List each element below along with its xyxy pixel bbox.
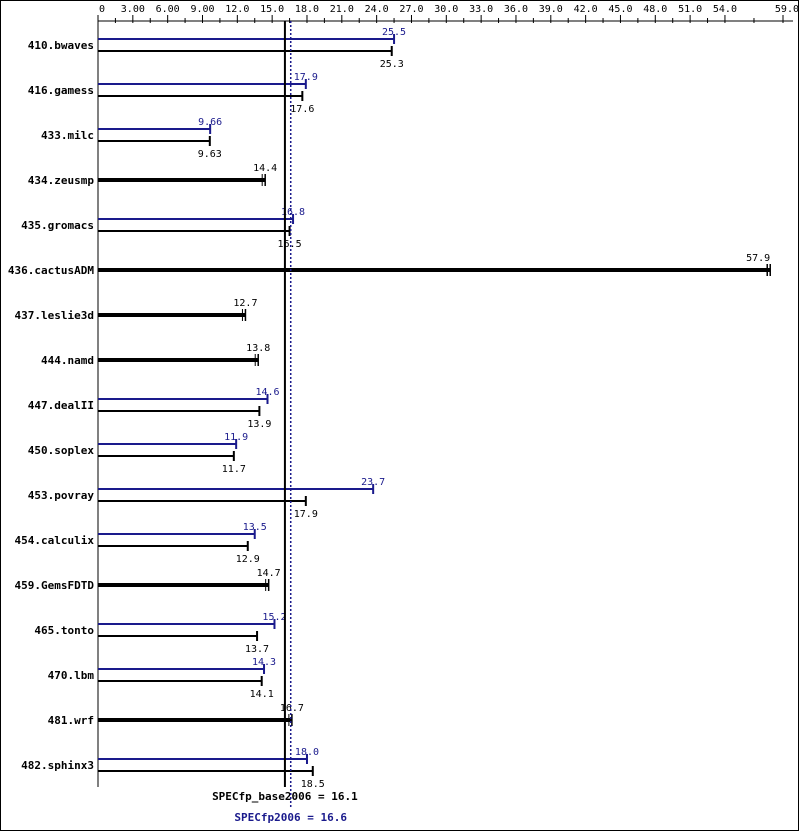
x-tick-label: 21.0: [330, 4, 354, 15]
benchmark-label: 470.lbm: [48, 669, 95, 682]
base-value-label: 25.3: [380, 59, 404, 70]
benchmark-row: 437.leslie3d 12.7: [15, 298, 258, 322]
x-tick-label: 30.0: [434, 4, 458, 15]
x-tick-label: 9.00: [190, 4, 214, 15]
value-label: 14.4: [253, 163, 277, 174]
benchmark-row: 453.povray 23.7 17.9: [28, 477, 385, 520]
specfp-peak-label: SPECfp2006 = 16.6: [234, 811, 347, 824]
base-value-label: 14.1: [250, 689, 274, 700]
benchmark-row: 410.bwaves 25.5 25.3: [28, 27, 406, 70]
value-label: 16.7: [280, 703, 304, 714]
benchmark-label: 437.leslie3d: [15, 309, 94, 322]
x-tick-label: 51.0: [678, 4, 702, 15]
peak-value-label: 14.3: [252, 657, 276, 668]
benchmark-row: 416.gamess 17.9 17.6: [28, 72, 318, 115]
benchmark-row: 459.GemsFDTD 14.7: [15, 568, 281, 592]
benchmark-row: 434.zeusmp 14.4: [28, 163, 277, 187]
specfp-base-label: SPECfp_base2006 = 16.1: [212, 790, 358, 803]
x-tick-label: 12.0: [225, 4, 249, 15]
benchmark-row: 450.soplex 11.9 11.7: [28, 432, 248, 475]
benchmark-rows: 410.bwaves 25.5 25.3 416.gamess 17.9 17.6 433.…: [8, 27, 771, 790]
x-tick-label: 3.00: [121, 4, 145, 15]
peak-value-label: 11.9: [224, 432, 248, 443]
base-value-label: 17.6: [290, 104, 314, 115]
x-tick-label: 33.0: [469, 4, 493, 15]
base-value-label: 11.7: [222, 464, 246, 475]
benchmark-label: 447.dealII: [28, 399, 94, 412]
base-value-label: 17.9: [294, 509, 318, 520]
benchmark-row: 470.lbm 14.3 14.1: [48, 657, 276, 700]
benchmark-row: 454.calculix 13.5 12.9: [15, 522, 267, 565]
benchmark-label: 444.namd: [41, 354, 94, 367]
benchmark-label: 453.povray: [28, 489, 95, 502]
peak-value-label: 13.5: [243, 522, 267, 533]
benchmark-row: 447.dealII 14.6 13.9: [28, 387, 280, 430]
benchmark-label: 482.sphinx3: [21, 759, 94, 772]
base-value-label: 13.9: [247, 419, 271, 430]
benchmark-row: 481.wrf 16.7: [48, 703, 304, 727]
x-tick-label: 15.0: [260, 4, 284, 15]
benchmark-row: 435.gromacs 16.8 16.5: [21, 207, 305, 250]
x-tick-label: 42.0: [574, 4, 598, 15]
benchmark-label: 435.gromacs: [21, 219, 94, 232]
base-value-label: 9.63: [198, 149, 222, 160]
benchmark-label: 450.soplex: [28, 444, 95, 457]
x-tick-label: 54.0: [713, 4, 737, 15]
x-tick-label: 27.0: [399, 4, 423, 15]
x-tick-label: 39.0: [539, 4, 563, 15]
benchmark-label: 410.bwaves: [28, 39, 94, 52]
x-tick-label: 45.0: [608, 4, 632, 15]
value-label: 57.9: [746, 253, 770, 264]
benchmark-label: 459.GemsFDTD: [15, 579, 95, 592]
benchmark-row: 465.tonto 15.2 13.7: [34, 612, 286, 655]
benchmark-label: 433.milc: [41, 129, 94, 142]
peak-value-label: 18.0: [295, 747, 319, 758]
x-tick-label: 0: [99, 4, 105, 15]
benchmark-row: 436.cactusADM 57.9: [8, 253, 771, 277]
benchmark-label: 416.gamess: [28, 84, 94, 97]
benchmark-label: 434.zeusmp: [28, 174, 95, 187]
benchmark-row: 482.sphinx3 18.0 18.5: [21, 747, 325, 790]
value-label: 14.7: [257, 568, 281, 579]
value-label: 12.7: [233, 298, 257, 309]
peak-value-label: 23.7: [361, 477, 385, 488]
peak-value-label: 17.9: [294, 72, 318, 83]
value-label: 13.8: [246, 343, 270, 354]
benchmark-label: 465.tonto: [34, 624, 94, 637]
peak-value-label: 25.5: [382, 27, 406, 38]
peak-value-label: 15.2: [262, 612, 286, 623]
reference-lines: SPECfp_base2006 = 16.1 SPECfp2006 = 16.6: [212, 21, 358, 824]
x-tick-label: 24.0: [365, 4, 389, 15]
benchmark-label: 481.wrf: [48, 714, 94, 727]
x-tick-label: 6.00: [156, 4, 180, 15]
base-value-label: 16.5: [278, 239, 302, 250]
base-value-label: 18.5: [301, 779, 325, 790]
base-value-label: 13.7: [245, 644, 269, 655]
benchmark-row: 444.namd 13.8: [41, 343, 270, 367]
x-axis: 0 3.00 6.00 9.00 12.0 15.0 18.0 21.0 24.0 27.0 30.…: [97, 4, 798, 787]
benchmark-row: 433.milc 9.66 9.63: [41, 117, 222, 160]
benchmark-label: 436.cactusADM: [8, 264, 94, 277]
peak-value-label: 14.6: [255, 387, 279, 398]
peak-value-label: 9.66: [198, 117, 222, 128]
base-value-label: 12.9: [236, 554, 260, 565]
x-tick-label: 18.0: [295, 4, 319, 15]
benchmark-label: 454.calculix: [15, 534, 95, 547]
x-tick-label: 59.0: [775, 4, 798, 15]
x-tick-label: 36.0: [504, 4, 528, 15]
x-tick-label: 48.0: [643, 4, 667, 15]
peak-value-label: 16.8: [281, 207, 305, 218]
